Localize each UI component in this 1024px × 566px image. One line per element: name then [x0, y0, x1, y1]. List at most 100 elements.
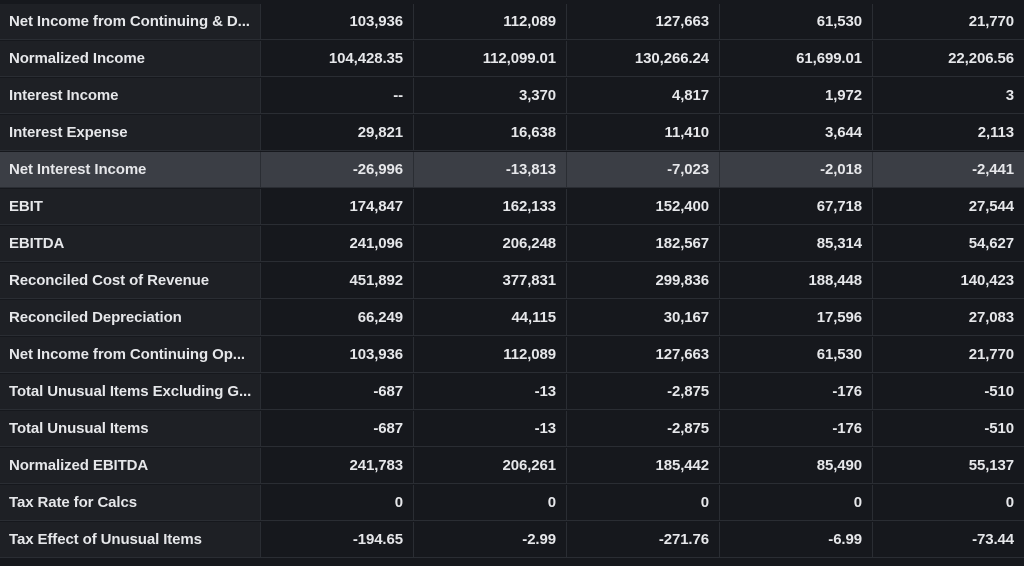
value-cell: -271.76 — [567, 522, 720, 557]
table-row-ebit[interactable]: EBIT 174,847 162,133 152,400 67,718 27,5… — [0, 189, 1024, 225]
table-row-total-unusual-items[interactable]: Total Unusual Items -687 -13 -2,875 -176… — [0, 411, 1024, 447]
row-label: Normalized EBITDA — [0, 448, 261, 483]
value-cell: -2,875 — [567, 411, 720, 446]
table-row-net-interest-income[interactable]: Net Interest Income -26,996 -13,813 -7,0… — [0, 152, 1024, 188]
value-cell: 17,596 — [720, 300, 873, 335]
table-row-normalized-ebitda[interactable]: Normalized EBITDA 241,783 206,261 185,44… — [0, 448, 1024, 484]
value-cell: -6.99 — [720, 522, 873, 557]
value-cell: 3 — [1005, 87, 1014, 104]
value-cell: 0 — [720, 485, 873, 520]
value-cell: 299,836 — [567, 263, 720, 298]
value-cell: 21,770 — [968, 346, 1014, 363]
value-cell: -13 — [414, 411, 567, 446]
value-cell: 241,783 — [261, 448, 414, 483]
value-cell: 185,442 — [567, 448, 720, 483]
value-cell: 0 — [414, 485, 567, 520]
row-label: Interest Expense — [0, 115, 261, 150]
value-cell: 22,206.56 — [948, 50, 1014, 67]
value-cell: 85,314 — [720, 226, 873, 261]
table-row-interest-income[interactable]: Interest Income -- 3,370 4,817 1,972 3 — [0, 78, 1024, 114]
value-cell: 112,099.01 — [414, 41, 567, 76]
row-label: Net Interest Income — [0, 152, 261, 187]
value-cell: 61,699.01 — [720, 41, 873, 76]
value-cell: 0 — [261, 485, 414, 520]
value-cell: 451,892 — [261, 263, 414, 298]
value-cell: -176 — [720, 374, 873, 409]
value-cell: 104,428.35 — [261, 41, 414, 76]
value-cell: 85,490 — [720, 448, 873, 483]
value-cell: 206,248 — [414, 226, 567, 261]
table-row-reconciled-depreciation[interactable]: Reconciled Depreciation 66,249 44,115 30… — [0, 300, 1024, 336]
value-cell: -687 — [261, 411, 414, 446]
value-cell: -2.99 — [414, 522, 567, 557]
row-label: EBITDA — [0, 226, 261, 261]
table-row-tax-rate-for-calcs[interactable]: Tax Rate for Calcs 0 0 0 0 0 — [0, 485, 1024, 521]
table-row-net-income-continuing-operations[interactable]: Net Income from Continuing Op... 103,936… — [0, 337, 1024, 373]
table-row-net-income-continuing-discontinued[interactable]: Net Income from Continuing & D... 103,93… — [0, 4, 1024, 40]
value-cell: 103,936 — [261, 337, 414, 372]
value-cell: 16,638 — [414, 115, 567, 150]
value-cell: 377,831 — [414, 263, 567, 298]
value-cell: -2,441 — [972, 161, 1014, 178]
value-cell: 112,089 — [414, 337, 567, 372]
value-cell: 0 — [567, 485, 720, 520]
value-cell: 182,567 — [567, 226, 720, 261]
value-cell: 4,817 — [567, 78, 720, 113]
value-cell: 188,448 — [720, 263, 873, 298]
table-row-total-unusual-items-excluding-goodwill[interactable]: Total Unusual Items Excluding G... -687 … — [0, 374, 1024, 410]
value-cell: 11,410 — [567, 115, 720, 150]
table-row-tax-effect-of-unusual-items[interactable]: Tax Effect of Unusual Items -194.65 -2.9… — [0, 522, 1024, 558]
value-cell: 112,089 — [414, 4, 567, 39]
value-cell: 30,167 — [567, 300, 720, 335]
table-row-interest-expense[interactable]: Interest Expense 29,821 16,638 11,410 3,… — [0, 115, 1024, 151]
table-row-ebitda[interactable]: EBITDA 241,096 206,248 182,567 85,314 54… — [0, 226, 1024, 262]
value-cell: 21,770 — [968, 13, 1014, 30]
value-cell: -687 — [261, 374, 414, 409]
value-cell: 127,663 — [567, 4, 720, 39]
value-cell: -2,018 — [720, 152, 873, 187]
value-cell: 55,137 — [968, 457, 1014, 474]
value-cell: 66,249 — [261, 300, 414, 335]
value-cell: 27,083 — [968, 309, 1014, 326]
value-cell: 54,627 — [968, 235, 1014, 252]
table-row-reconciled-cost-of-revenue[interactable]: Reconciled Cost of Revenue 451,892 377,8… — [0, 263, 1024, 299]
table-row-normalized-income[interactable]: Normalized Income 104,428.35 112,099.01 … — [0, 41, 1024, 77]
row-label: Normalized Income — [0, 41, 261, 76]
value-cell: 67,718 — [720, 189, 873, 224]
value-cell: 0 — [1005, 494, 1014, 511]
row-label: Reconciled Depreciation — [0, 300, 261, 335]
value-cell: 1,972 — [720, 78, 873, 113]
value-cell: 206,261 — [414, 448, 567, 483]
value-cell: -176 — [720, 411, 873, 446]
row-label: EBIT — [0, 189, 261, 224]
value-cell: 103,936 — [261, 4, 414, 39]
row-label: Tax Rate for Calcs — [0, 485, 261, 520]
table-top-edge — [0, 0, 1024, 4]
value-cell: -2,875 — [567, 374, 720, 409]
row-label: Interest Income — [0, 78, 261, 113]
value-cell: -13 — [414, 374, 567, 409]
value-cell: 174,847 — [261, 189, 414, 224]
value-cell: 127,663 — [567, 337, 720, 372]
row-label: Net Income from Continuing Op... — [0, 337, 261, 372]
value-cell: 29,821 — [261, 115, 414, 150]
value-cell: 140,423 — [960, 272, 1014, 289]
value-cell: -7,023 — [567, 152, 720, 187]
value-cell: -510 — [984, 420, 1014, 437]
row-label: Total Unusual Items — [0, 411, 261, 446]
row-label: Net Income from Continuing & D... — [0, 4, 261, 39]
value-cell: 130,266.24 — [567, 41, 720, 76]
value-cell: -73.44 — [972, 531, 1014, 548]
value-cell: -26,996 — [261, 152, 414, 187]
value-cell: 162,133 — [414, 189, 567, 224]
value-cell: 241,096 — [261, 226, 414, 261]
value-cell: 152,400 — [567, 189, 720, 224]
value-cell: -- — [261, 78, 414, 113]
value-cell: 61,530 — [720, 337, 873, 372]
row-label: Tax Effect of Unusual Items — [0, 522, 261, 557]
value-cell: -194.65 — [261, 522, 414, 557]
value-cell: 2,113 — [977, 124, 1014, 141]
value-cell: 44,115 — [414, 300, 567, 335]
value-cell: 27,544 — [968, 198, 1014, 215]
row-label: Reconciled Cost of Revenue — [0, 263, 261, 298]
